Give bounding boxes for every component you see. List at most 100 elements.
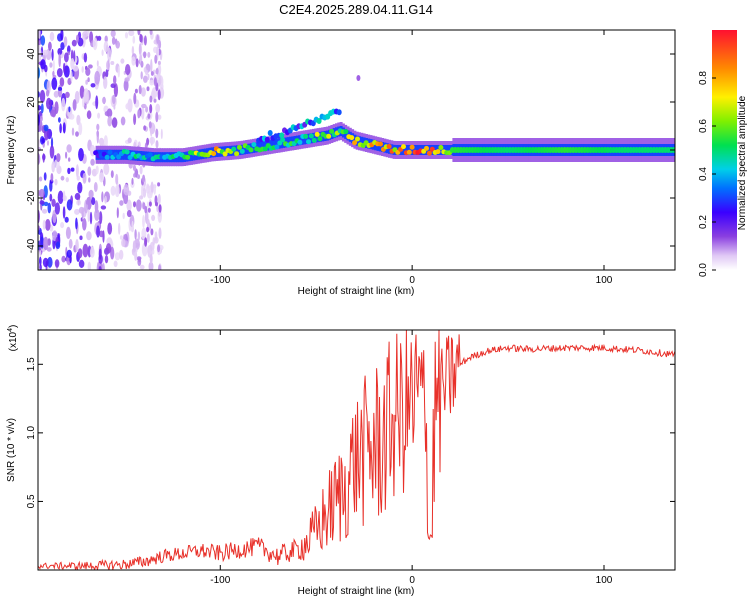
spectrogram-noise-blob <box>83 88 89 102</box>
spectrogram-noise-blob <box>147 113 151 119</box>
spectrogram-noise-blob <box>68 106 71 113</box>
spectrogram-noise-blob <box>69 113 75 120</box>
snr-y-tick-label: 1.5 <box>26 357 37 371</box>
spectrogram-noise-blob <box>126 210 132 218</box>
spectrogram-noise-blob <box>98 266 102 270</box>
spectrogram-noise-blob <box>77 248 83 259</box>
spectrogram-band <box>178 152 182 163</box>
spectrogram-noise-blob <box>101 191 104 203</box>
spectrogram-ridge-mark <box>127 155 133 160</box>
spectrogram-noise-blob <box>146 137 150 146</box>
spectrogram-noise-blob <box>54 259 60 268</box>
spectrogram-noise-blob <box>143 35 147 46</box>
spectrogram-noise-blob <box>43 124 49 132</box>
spectrogram-noise-blob <box>101 262 105 270</box>
spectrogram-y-label: Frequency (Hz) <box>6 116 17 185</box>
spectrogram-noise-blob <box>49 145 55 159</box>
spectrogram-noise-blob <box>67 167 71 175</box>
spectrogram-x-tick-label: 100 <box>596 275 613 286</box>
snr-panel: -100 0 100 0.5 1.0 1.5 Height of straight li… <box>6 325 676 597</box>
spectrogram-noise-blob <box>46 97 52 110</box>
spectrogram-noise-blob <box>63 36 68 47</box>
spectrogram-noise-blob <box>42 219 46 230</box>
spectrogram-noise-blob <box>137 30 141 36</box>
spectrogram-noise-blob <box>139 195 144 200</box>
spectrogram-noise-blob <box>71 39 77 47</box>
spectrogram-band <box>314 132 318 143</box>
spectrogram-noise-blob <box>143 75 148 83</box>
spectrogram-noise-blob <box>140 71 143 80</box>
spectrogram-x-tick-label: 0 <box>409 275 415 286</box>
spectrogram-noise-blob <box>82 243 89 258</box>
spectrogram-noise-blob <box>82 96 85 108</box>
chart-title: C2E4.2025.289.04.11.G14 <box>279 2 433 17</box>
spectrogram-noise-blob <box>139 33 143 43</box>
spectrogram-noise-blob <box>96 225 100 238</box>
spectrogram-noise-blob <box>90 83 96 88</box>
spectrogram-band <box>190 150 193 161</box>
spectrogram-branch-mark <box>316 118 322 124</box>
spectrogram-noise-blob <box>103 163 110 176</box>
spectrogram-noise-blob <box>51 48 54 61</box>
spectrogram-noise-blob <box>68 157 71 162</box>
spectrogram-noise-blob <box>127 98 133 113</box>
spectrogram-noise-blob <box>79 235 83 241</box>
spectrogram-noise-blob <box>155 128 159 139</box>
spectrogram-noise-blob <box>155 68 159 75</box>
spectrogram-noise-blob <box>115 173 119 185</box>
spectrogram-noise-blob <box>101 49 104 56</box>
spectrogram-branch-mark <box>264 136 270 143</box>
spectrogram-band <box>427 145 431 155</box>
spectrogram-noise-blob <box>41 208 48 214</box>
spectrogram-noise-blob <box>39 264 42 270</box>
colorbar-label: Normalized spectral amplitude <box>737 95 748 230</box>
spectrogram-noise-blob <box>148 261 154 270</box>
spectrogram-marks <box>38 30 675 270</box>
spectrogram-noise-blob <box>75 239 79 252</box>
spectrogram-noise-blob <box>64 216 69 223</box>
spectrogram-noise-blob <box>158 264 162 270</box>
spectrogram-noise-blob <box>96 123 100 131</box>
spectrogram-noise-blob <box>145 106 149 113</box>
spectrogram-noise-blob <box>50 173 54 182</box>
spectrogram-noise-blob <box>69 254 72 264</box>
spectrogram-noise-blob <box>137 174 140 180</box>
spectrogram-x-tick-label: -100 <box>210 275 230 286</box>
snr-y-tick-label: 1.0 <box>26 425 37 439</box>
spectrogram-noise-blob <box>131 56 136 66</box>
spectrogram-noise-blob <box>149 253 153 264</box>
spectrogram-noise-blob <box>158 227 162 239</box>
spectrogram-noise-blob <box>54 101 59 114</box>
spectrogram-noise-blob <box>147 201 149 209</box>
spectrogram-noise-blob <box>60 42 65 51</box>
spectrogram-noise-blob <box>49 193 53 202</box>
spectrogram-noise-blob <box>56 153 61 163</box>
spectrogram-ridge-mark <box>262 146 268 152</box>
spectrogram-noise-blob <box>149 104 153 114</box>
spectrogram-band <box>312 132 315 143</box>
spectrogram-noise-blob <box>39 200 45 205</box>
spectrogram-noise-blob <box>49 31 55 42</box>
spectrogram-band <box>406 145 410 155</box>
spectrogram-noise-blob <box>89 31 94 44</box>
spectrogram-noise-blob <box>76 34 79 43</box>
spectrogram-ridge-mark <box>326 133 332 139</box>
spectrogram-ridge-mark <box>352 140 358 146</box>
spectrogram-noise-blob <box>144 237 148 247</box>
spectrogram-ridge-mark <box>297 139 303 145</box>
spectrogram-noise-blob <box>43 201 49 207</box>
spectrogram-noise-blob <box>41 137 46 144</box>
spectrogram-noise-blob <box>87 77 90 83</box>
spectrogram-noise-blob <box>95 165 99 175</box>
spectrogram-noise-blob <box>124 77 130 82</box>
spectrogram-noise-blob <box>107 115 113 127</box>
spectrogram-band <box>291 136 295 147</box>
spectrogram-noise-blob <box>149 95 153 103</box>
spectrogram-noise-blob <box>77 181 83 194</box>
spectrogram-noise-blob <box>76 199 82 206</box>
spectrogram-noise-blob <box>43 172 47 181</box>
spectrogram-noise-blob <box>91 197 96 206</box>
spectrogram-panel: -100 0 100 -40 -20 0 20 40 Height of straight … <box>6 29 676 297</box>
spectrogram-noise-blob <box>128 30 135 37</box>
spectrogram-noise-blob <box>75 164 79 178</box>
